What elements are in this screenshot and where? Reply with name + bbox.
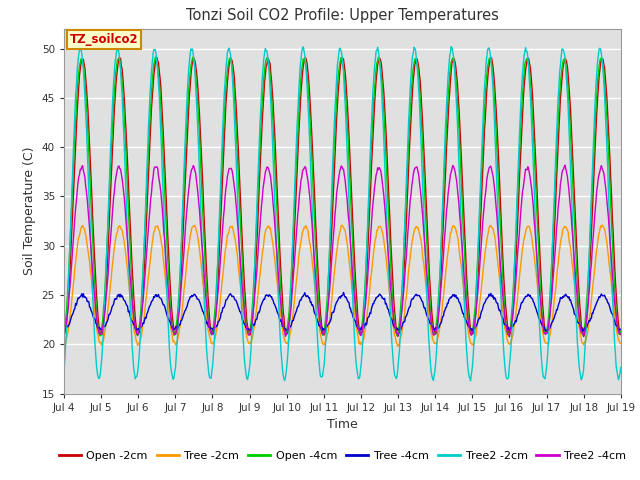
Tree -4cm [185, 298, 193, 303]
Tree -2cm [184, 249, 192, 254]
Tree2 -2cm [214, 271, 221, 276]
Tree -4cm [617, 327, 625, 333]
Tree -2cm [394, 344, 402, 349]
Tree -4cm [60, 328, 68, 334]
Open -4cm [70, 147, 78, 153]
Tree2 -4cm [428, 319, 435, 324]
Open -4cm [128, 286, 136, 292]
Tree2 -2cm [426, 359, 434, 365]
Open -4cm [412, 56, 419, 61]
Tree2 -4cm [411, 165, 419, 171]
Open -2cm [127, 248, 135, 254]
Tree -4cm [70, 307, 78, 312]
Line: Open -2cm: Open -2cm [64, 57, 621, 336]
Tree -2cm [60, 341, 68, 347]
Tree2 -4cm [60, 332, 68, 337]
Line: Tree -2cm: Tree -2cm [64, 225, 621, 347]
Line: Tree -4cm: Tree -4cm [64, 292, 621, 331]
Line: Open -4cm: Open -4cm [64, 57, 621, 336]
Tree2 -4cm [70, 226, 78, 232]
Tree -4cm [412, 292, 419, 298]
Tree2 -2cm [60, 367, 68, 372]
Open -2cm [60, 331, 68, 337]
Tree2 -4cm [561, 162, 569, 168]
Open -4cm [617, 329, 625, 335]
Tree -4cm [340, 289, 348, 295]
Tree -2cm [411, 226, 419, 232]
Tree2 -2cm [70, 130, 78, 136]
Open -2cm [70, 177, 78, 183]
Open -4cm [215, 234, 223, 240]
Tree -2cm [70, 276, 78, 282]
Open -4cm [428, 322, 436, 328]
Tree -2cm [214, 323, 221, 329]
Open -2cm [428, 298, 435, 303]
Tree2 -4cm [127, 290, 135, 296]
Tree2 -4cm [184, 195, 192, 201]
Open -2cm [617, 332, 625, 337]
Tree2 -4cm [617, 331, 625, 337]
Open -2cm [506, 334, 513, 339]
Tree -2cm [428, 329, 435, 335]
Text: TZ_soilco2: TZ_soilco2 [70, 33, 138, 46]
Open -2cm [189, 54, 197, 60]
Tree2 -2cm [447, 44, 455, 49]
Tree2 -2cm [410, 45, 418, 50]
Tree -4cm [428, 323, 436, 329]
X-axis label: Time: Time [327, 418, 358, 431]
Line: Tree2 -4cm: Tree2 -4cm [64, 165, 621, 336]
Tree2 -2cm [127, 328, 135, 334]
Tree2 -4cm [214, 298, 221, 303]
Open -2cm [411, 61, 419, 67]
Open -4cm [152, 54, 159, 60]
Title: Tonzi Soil CO2 Profile: Upper Temperatures: Tonzi Soil CO2 Profile: Upper Temperatur… [186, 9, 499, 24]
Tree2 -4cm [282, 334, 289, 339]
Tree -2cm [598, 222, 606, 228]
Tree2 -2cm [184, 78, 192, 84]
Tree2 -2cm [617, 364, 625, 370]
Open -2cm [184, 122, 192, 128]
Tree2 -2cm [467, 378, 474, 384]
Tree -4cm [214, 319, 222, 325]
Tree -2cm [127, 306, 135, 312]
Tree -4cm [136, 328, 144, 334]
Line: Tree2 -2cm: Tree2 -2cm [64, 47, 621, 381]
Y-axis label: Soil Temperature (C): Soil Temperature (C) [23, 147, 36, 276]
Open -4cm [186, 78, 193, 84]
Open -2cm [214, 275, 222, 280]
Legend: Open -2cm, Tree -2cm, Open -4cm, Tree -4cm, Tree2 -2cm, Tree2 -4cm: Open -2cm, Tree -2cm, Open -4cm, Tree -4… [54, 446, 630, 466]
Open -4cm [97, 333, 104, 339]
Tree -2cm [617, 341, 625, 347]
Tree -4cm [127, 318, 135, 324]
Open -4cm [60, 328, 68, 334]
